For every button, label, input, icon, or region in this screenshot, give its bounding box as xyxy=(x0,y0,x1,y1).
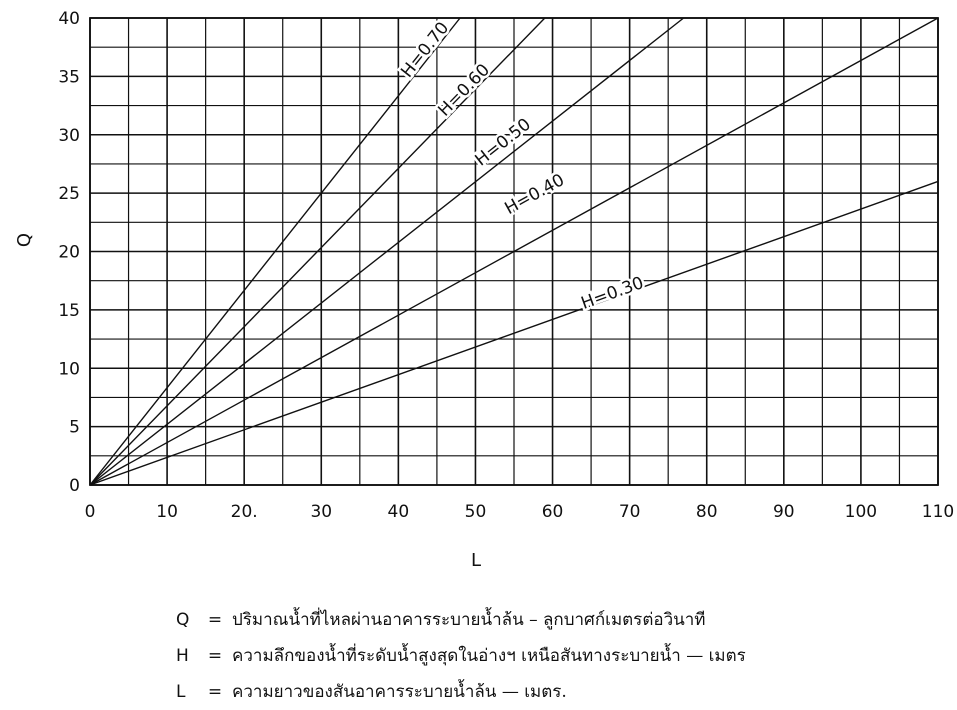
series-lines xyxy=(89,17,939,486)
x-axis-ticks: 0 10 20. 30 40 50 60 70 80 90 100 110 xyxy=(85,502,955,522)
legend: Q = ปริมาณน้ำที่ไหลผ่านอาคารระบายน้ำล้น … xyxy=(176,602,936,710)
legend-equals: = xyxy=(207,682,223,702)
series-line xyxy=(89,17,685,486)
curve-label: H=0.30 xyxy=(579,273,647,314)
y-tick-label: 10 xyxy=(58,359,80,379)
plot-frame xyxy=(89,17,939,486)
x-tick-label: 60 xyxy=(542,502,564,522)
series-line xyxy=(89,17,939,486)
curve-labels: H=0.30H=0.30H=0.40H=0.40H=0.50H=0.50H=0.… xyxy=(395,16,649,317)
series-line xyxy=(89,17,546,486)
series-line xyxy=(89,17,461,486)
x-tick-label: 80 xyxy=(696,502,718,522)
legend-equals: = xyxy=(207,610,223,630)
x-tick-label: 90 xyxy=(773,502,795,522)
x-tick-label: 10 xyxy=(156,502,178,522)
legend-row-q: Q = ปริมาณน้ำที่ไหลผ่านอาคารระบายน้ำล้น … xyxy=(176,602,936,638)
y-tick-label: 15 xyxy=(58,301,80,321)
legend-symbol: H xyxy=(176,646,189,666)
y-tick-label: 40 xyxy=(58,9,80,29)
y-tick-label: 35 xyxy=(58,67,80,87)
curve-label: H=0.70 xyxy=(397,18,453,81)
legend-equals: = xyxy=(207,646,223,666)
legend-symbol: L xyxy=(176,682,186,702)
x-tick-label: 50 xyxy=(465,502,487,522)
x-tick-label: 100 xyxy=(845,502,877,522)
y-tick-label: 5 xyxy=(69,418,80,438)
grid xyxy=(89,17,939,486)
y-tick-label: 30 xyxy=(58,126,80,146)
legend-symbol: Q xyxy=(176,610,190,630)
legend-description: ความยาวของสันอาคารระบายน้ำล้น — เมตร. xyxy=(232,682,567,702)
x-tick-label: 110 xyxy=(922,502,954,522)
y-axis-label: Q xyxy=(14,233,35,247)
series-line xyxy=(89,180,939,486)
y-tick-label: 25 xyxy=(58,184,80,204)
chart: 0 10 20. 30 40 50 60 70 80 90 100 110 0 5 10 15 20 25 30 3… xyxy=(14,9,955,571)
y-tick-label: 20 xyxy=(58,243,80,263)
legend-description: ความลึกของน้ำที่ระดับน้ำสูงสุดในอ่างฯ เห… xyxy=(232,646,746,666)
x-tick-label: 40 xyxy=(388,502,410,522)
legend-row-h: H = ความลึกของน้ำที่ระดับน้ำสูงสุดในอ่าง… xyxy=(176,638,936,674)
x-tick-label: 70 xyxy=(619,502,641,522)
y-tick-label: 0 xyxy=(69,476,80,496)
curve-label: H=0.40 xyxy=(501,170,567,219)
legend-description: ปริมาณน้ำที่ไหลผ่านอาคารระบายน้ำล้น – ลู… xyxy=(232,610,706,630)
x-axis-label: L xyxy=(471,550,481,571)
legend-row-l: L = ความยาวของสันอาคารระบายน้ำล้น — เมตร… xyxy=(176,674,936,710)
x-tick-label: 20. xyxy=(231,502,258,522)
x-tick-label: 30 xyxy=(310,502,332,522)
y-axis-ticks: 0 5 10 15 20 25 30 35 40 xyxy=(58,9,80,496)
x-tick-label: 0 xyxy=(85,502,96,522)
curve-label: H=0.60 xyxy=(434,60,494,120)
